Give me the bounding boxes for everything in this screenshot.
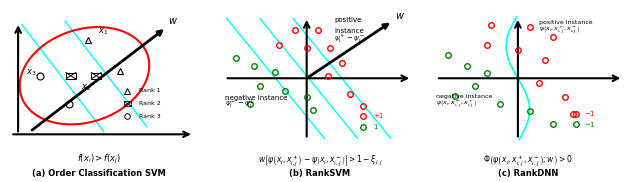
Text: $f(x_i) > f(x_j)$: $f(x_i) > f(x_j)$ [77, 153, 122, 166]
Text: Rank 1: Rank 1 [139, 88, 161, 94]
Text: positive Instance: positive Instance [540, 20, 593, 25]
Text: $\psi_i^- - \psi_i^{1}$: $\psi_i^- - \psi_i^{1}$ [225, 98, 254, 111]
Text: $x_3$: $x_3$ [26, 68, 36, 78]
Text: Rank 3: Rank 3 [139, 114, 161, 119]
Text: $\psi_i^+ - \psi_i^-$: $\psi_i^+ - \psi_i^-$ [334, 33, 365, 45]
Text: negative instance: negative instance [225, 95, 287, 101]
Text: $\Phi\left(\psi\left(x_i, x_{i,j}^+, x_{i,j}^-\right); w\right) > 0$: $\Phi\left(\psi\left(x_i, x_{i,j}^+, x_{… [483, 153, 573, 168]
Text: $-1$: $-1$ [584, 109, 596, 118]
Text: $x_2$: $x_2$ [81, 82, 91, 93]
Text: Rank 2: Rank 2 [139, 101, 161, 106]
Text: (a) Order Classification SVM: (a) Order Classification SVM [33, 169, 166, 178]
Text: (c) RankDNN: (c) RankDNN [498, 169, 558, 178]
Text: $\psi\left(x_i, x_{i,j}^-, x_{i,j}^+\right)$: $\psi\left(x_i, x_{i,j}^-, x_{i,j}^+\rig… [436, 98, 477, 110]
Text: instance: instance [334, 28, 364, 34]
Text: 1: 1 [373, 124, 378, 130]
Text: $-1$: $-1$ [584, 120, 596, 129]
Text: negative instance: negative instance [436, 94, 492, 99]
Text: $w$: $w$ [168, 16, 179, 26]
Text: $w$: $w$ [394, 11, 404, 21]
Text: $\psi\left(x_i, x_{i,j}^+, x_{i,j}^-\right)$: $\psi\left(x_i, x_{i,j}^+, x_{i,j}^-\rig… [540, 24, 580, 36]
Text: +1: +1 [373, 114, 383, 119]
Text: positive: positive [334, 17, 362, 23]
Text: (b) RankSVM: (b) RankSVM [289, 169, 351, 178]
Text: $x_1$: $x_1$ [98, 27, 108, 37]
Text: $w\left[\psi\left(x_i, x_{i,j}^+\right) - \psi\left(x_i, x_{i,j}^-\right)\right]: $w\left[\psi\left(x_i, x_{i,j}^+\right) … [258, 153, 382, 168]
